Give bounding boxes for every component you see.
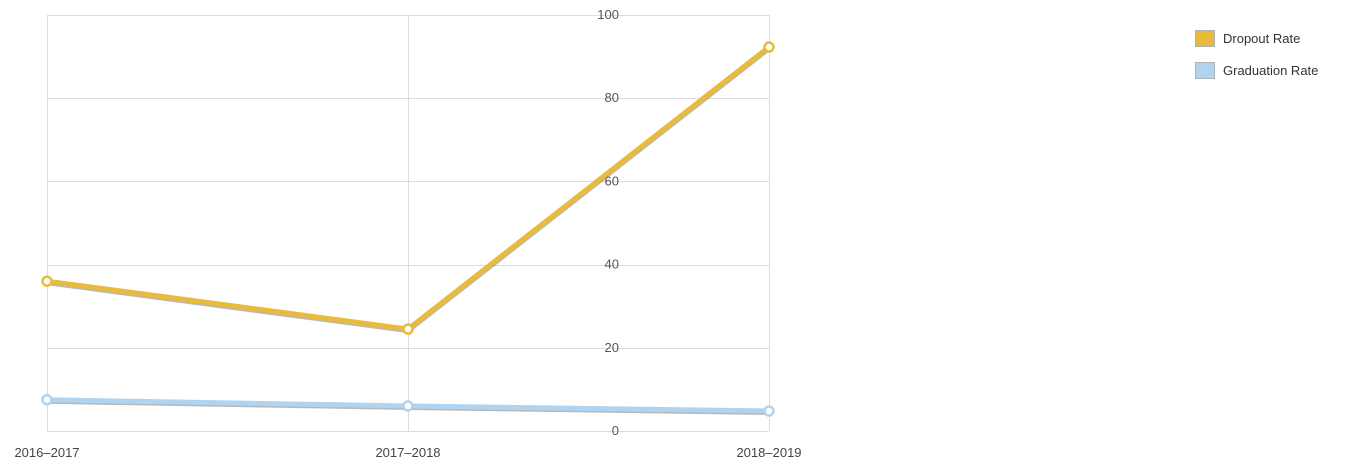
grid <box>47 15 770 432</box>
legend-label-graduation-rate: Graduation Rate <box>1223 63 1319 78</box>
data-point-graduation-rate[interactable] <box>41 394 53 406</box>
y-tick-label: 40 <box>605 257 619 272</box>
data-point-dropout-rate[interactable] <box>402 323 414 335</box>
data-point-dropout-rate[interactable] <box>763 41 775 53</box>
y-tick-label: 60 <box>605 173 619 188</box>
legend-item-dropout-rate[interactable]: Dropout Rate <box>1195 28 1318 49</box>
legend-item-graduation-rate[interactable]: Graduation Rate <box>1195 60 1318 81</box>
legend-label-dropout-rate: Dropout Rate <box>1223 31 1301 46</box>
data-point-graduation-rate[interactable] <box>402 400 414 412</box>
data-point-graduation-rate[interactable] <box>763 405 775 417</box>
y-tick-label: 80 <box>605 90 619 105</box>
y-tick-label: 20 <box>605 340 619 355</box>
legend: Dropout Rate Graduation Rate <box>1195 28 1318 92</box>
x-tick-label: 2016–2017 <box>14 445 79 460</box>
x-tick-label: 2017–2018 <box>375 445 440 460</box>
data-point-dropout-rate[interactable] <box>41 275 53 287</box>
axis-labels: 0 20 40 60 80 100 2016–2017 2017–2018 2018–2019 <box>14 7 801 460</box>
legend-swatch-graduation-rate <box>1195 62 1215 79</box>
series <box>41 41 775 417</box>
y-tick-label: 100 <box>597 7 619 22</box>
x-tick-label: 2018–2019 <box>736 445 801 460</box>
legend-swatch-dropout-rate <box>1195 30 1215 47</box>
y-tick-label: 0 <box>612 423 619 438</box>
